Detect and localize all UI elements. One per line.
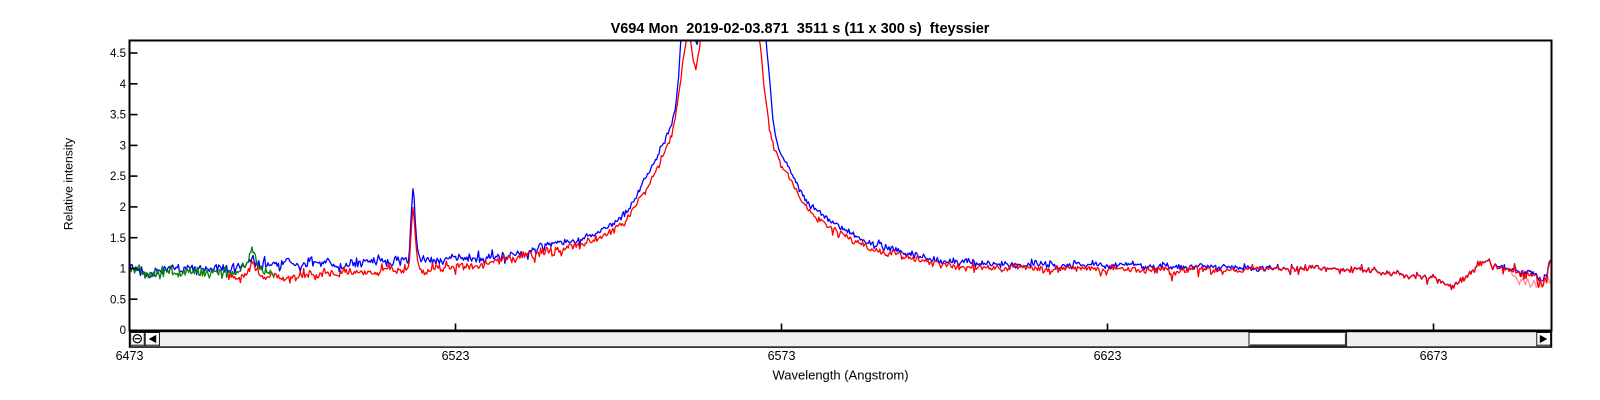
svg-text:4.5: 4.5 [110, 48, 126, 60]
svg-text:2: 2 [120, 202, 126, 214]
svg-text:Wavelength (Angstrom): Wavelength (Angstrom) [772, 368, 908, 383]
svg-text:3: 3 [120, 141, 126, 153]
svg-text:1.5: 1.5 [110, 233, 126, 245]
svg-text:3.5: 3.5 [110, 110, 126, 122]
svg-text:6623: 6623 [1094, 349, 1122, 363]
svg-text:V694 Mon 2019-02-03.871 3511: V694 Mon 2019-02-03.871 3511 s (11 x 300… [611, 21, 990, 37]
svg-text:2.5: 2.5 [110, 171, 126, 183]
svg-text:1: 1 [120, 264, 126, 276]
svg-text:6673: 6673 [1420, 349, 1448, 363]
svg-text:6573: 6573 [768, 349, 796, 363]
svg-text:Relative intensity: Relative intensity [62, 137, 76, 230]
svg-text:0.5: 0.5 [110, 294, 126, 306]
svg-text:4: 4 [120, 79, 127, 91]
svg-text:0: 0 [120, 325, 126, 337]
svg-text:6523: 6523 [442, 349, 470, 363]
svg-text:6473: 6473 [116, 349, 144, 363]
